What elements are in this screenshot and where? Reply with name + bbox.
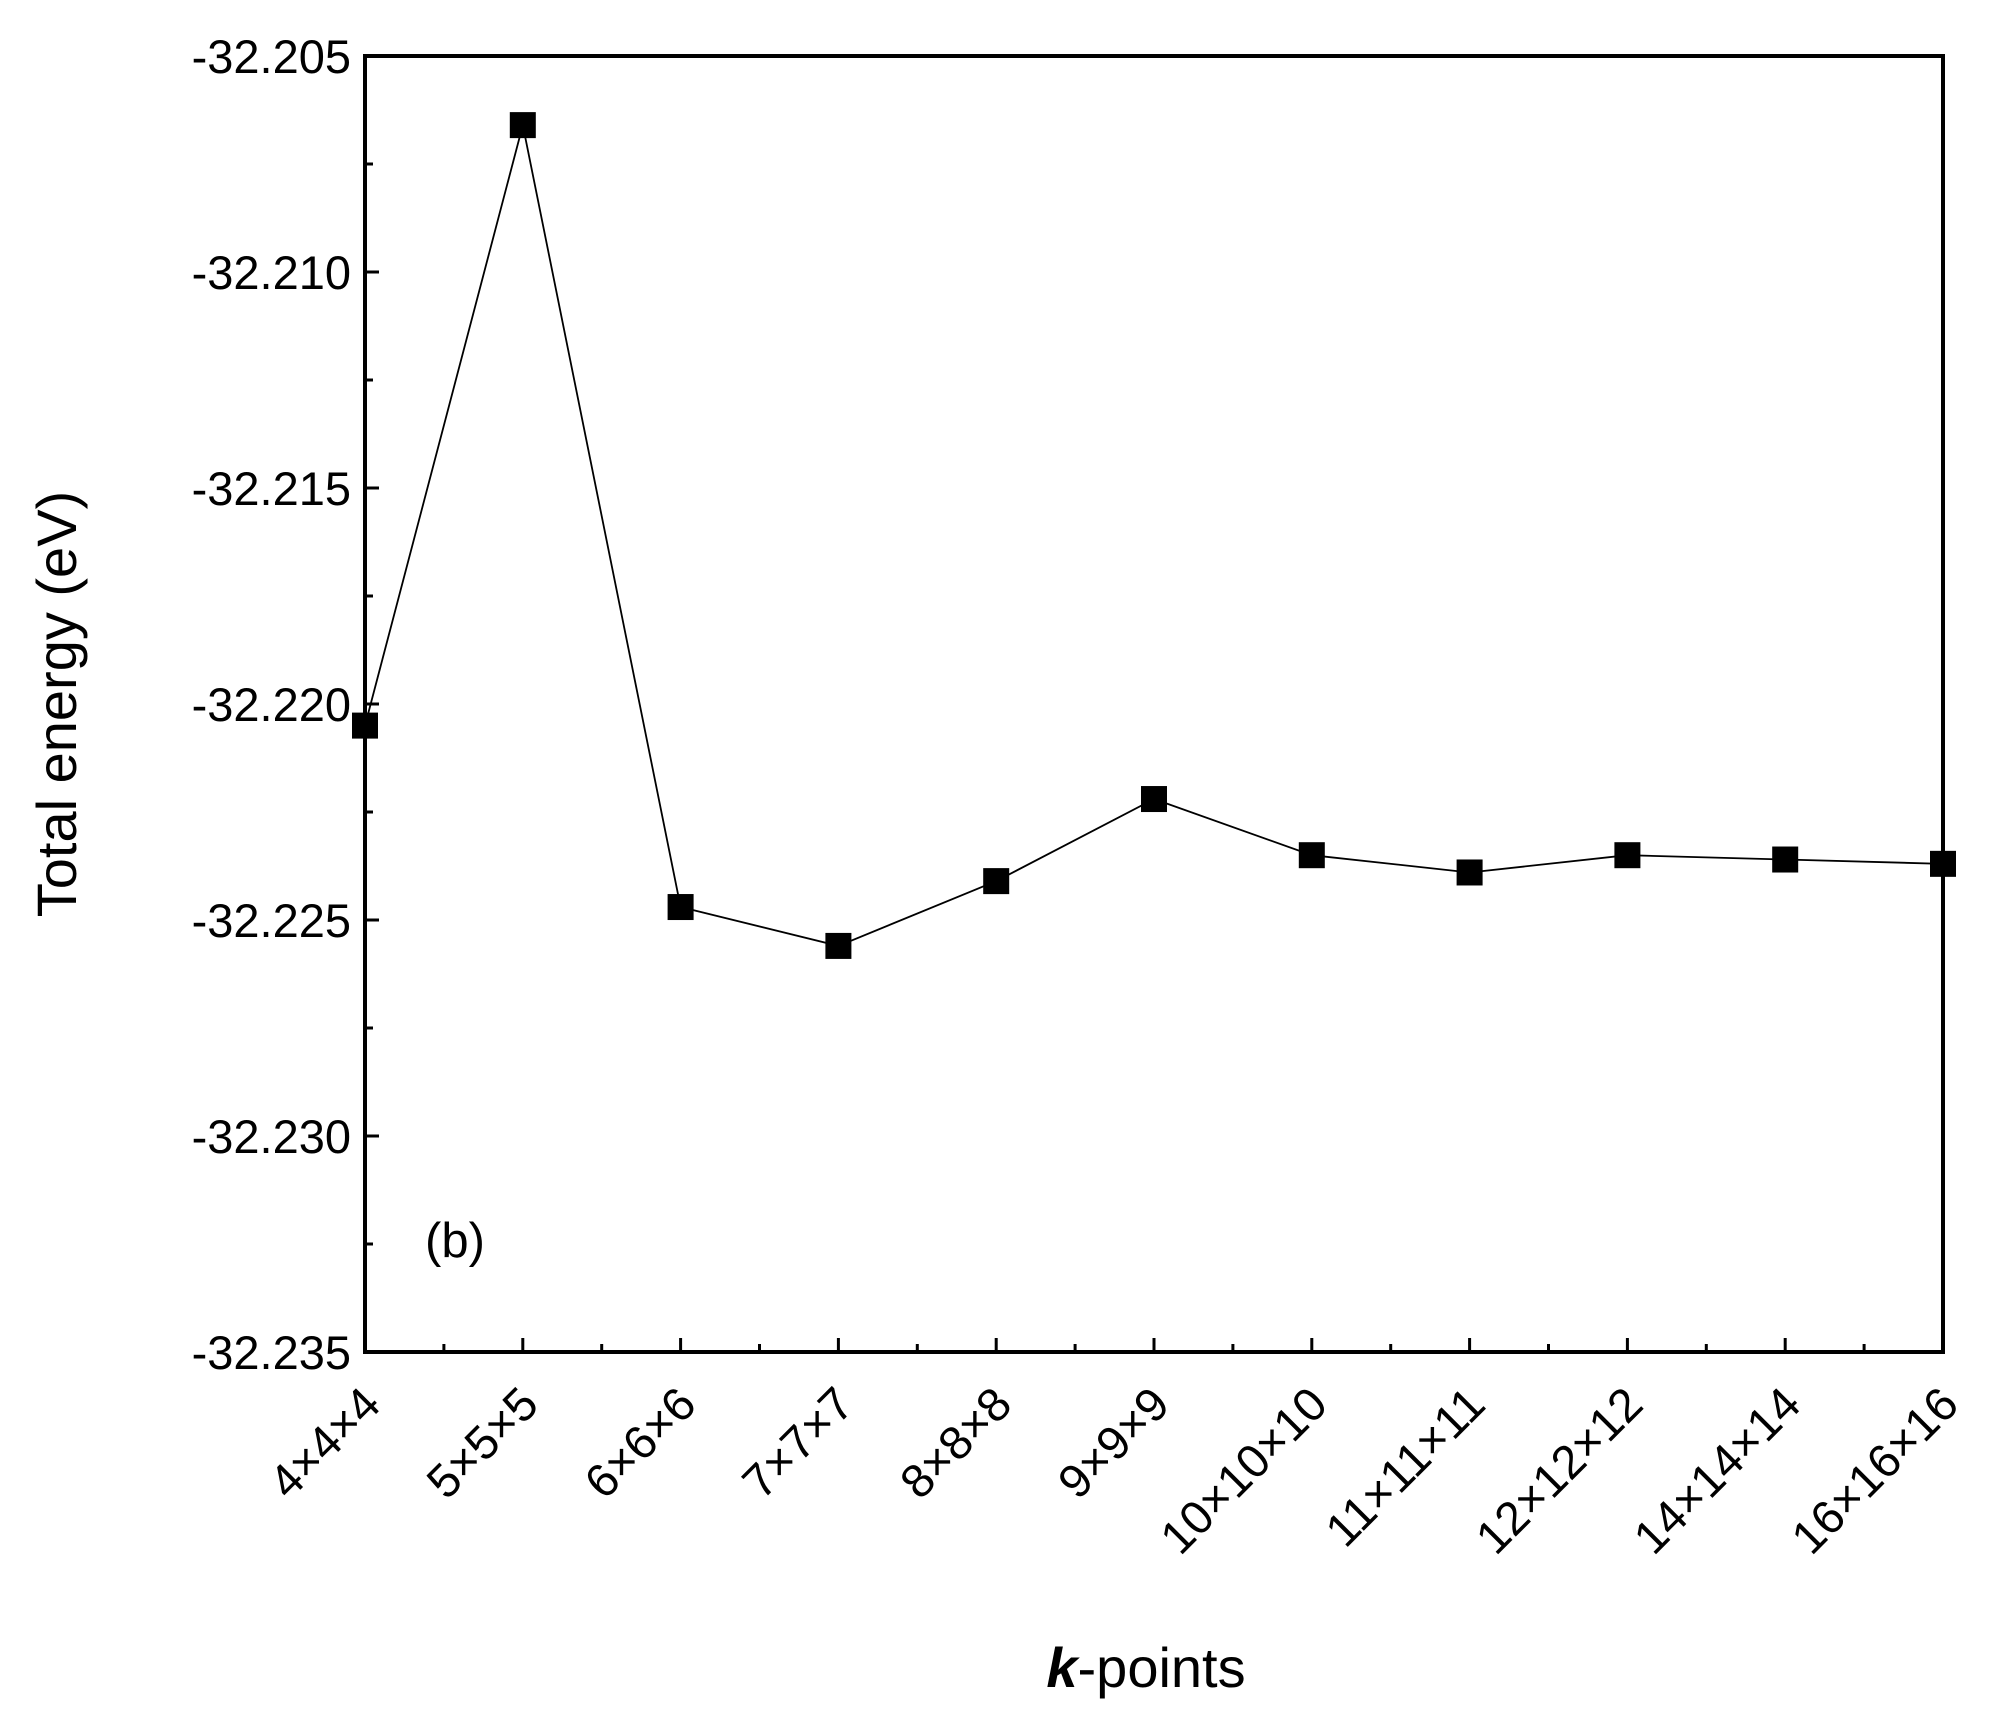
data-point bbox=[352, 712, 378, 739]
x-tick-label: 6×6×6 bbox=[574, 1377, 706, 1509]
x-axis-title-rest: -points bbox=[1078, 1636, 1246, 1699]
data-point bbox=[1298, 842, 1325, 869]
x-tick-label: 14×14×14 bbox=[1623, 1377, 1810, 1564]
y-tick-label: -32.215 bbox=[192, 462, 351, 515]
x-tick-label: 12×12×12 bbox=[1465, 1377, 1652, 1564]
data-point bbox=[1772, 846, 1799, 873]
x-tick-label: 7×7×7 bbox=[732, 1377, 864, 1509]
y-tick-label: -32.235 bbox=[192, 1326, 351, 1379]
plot-frame bbox=[363, 54, 1945, 1354]
panel-label: (b) bbox=[425, 1214, 485, 1268]
data-point bbox=[1930, 850, 1956, 877]
x-axis-title: k-points bbox=[1046, 1636, 1245, 1699]
y-axis-ticks: -32.205 -32.210 -32.215 -32.220 -32.225 -32.2… bbox=[192, 30, 379, 1379]
series-line bbox=[364, 124, 1944, 947]
x-tick-label: 5×5×5 bbox=[416, 1377, 548, 1509]
y-tick-label: -32.210 bbox=[192, 246, 351, 299]
x-tick-label: 16×16×16 bbox=[1781, 1377, 1968, 1564]
x-tick-label: 8×8×8 bbox=[890, 1377, 1022, 1509]
data-point bbox=[667, 894, 694, 921]
x-tick-label: 4×4×4 bbox=[258, 1377, 390, 1509]
data-point bbox=[1141, 786, 1167, 813]
data-point bbox=[1614, 842, 1641, 869]
data-point bbox=[1456, 859, 1483, 886]
y-axis-title: Total energy (eV) bbox=[25, 491, 88, 917]
x-axis-title-italic: k bbox=[1046, 1636, 1080, 1699]
data-point bbox=[509, 112, 536, 139]
x-tick-label: 10×10×10 bbox=[1150, 1377, 1337, 1564]
y-tick-label: -32.230 bbox=[192, 1110, 351, 1163]
y-tick-label: -32.205 bbox=[192, 30, 351, 83]
y-tick-label: -32.220 bbox=[192, 678, 351, 731]
x-axis-ticks: 4×4×4 5×5×5 6×6×6 7×7×7 8×8×8 9×9×910×10×1011… bbox=[258, 1338, 1968, 1564]
x-tick-label: 9×9×9 bbox=[1047, 1377, 1179, 1509]
data-point bbox=[983, 868, 1010, 895]
series-layer bbox=[352, 112, 1956, 959]
data-point bbox=[825, 932, 852, 959]
y-tick-label: -32.225 bbox=[192, 894, 351, 947]
